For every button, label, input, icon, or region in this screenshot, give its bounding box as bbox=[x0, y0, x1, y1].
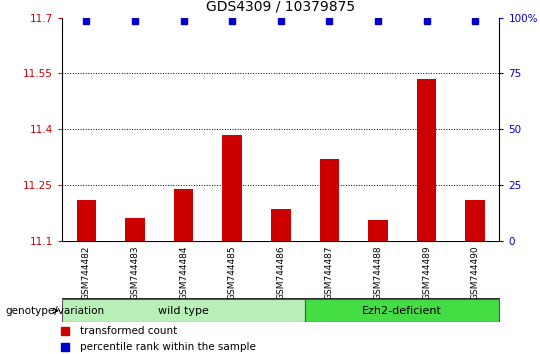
Text: GSM744487: GSM744487 bbox=[325, 245, 334, 300]
Text: GSM744483: GSM744483 bbox=[131, 245, 139, 300]
Text: GSM744488: GSM744488 bbox=[374, 245, 382, 300]
Bar bbox=[77, 200, 96, 241]
Text: GSM744486: GSM744486 bbox=[276, 245, 285, 300]
Bar bbox=[368, 220, 388, 241]
Bar bbox=[465, 200, 485, 241]
Text: GSM744482: GSM744482 bbox=[82, 245, 91, 300]
Text: transformed count: transformed count bbox=[80, 326, 178, 336]
Text: percentile rank within the sample: percentile rank within the sample bbox=[80, 342, 256, 352]
Bar bbox=[62, 299, 305, 322]
Bar bbox=[417, 79, 436, 241]
Bar bbox=[305, 299, 500, 322]
Text: Ezh2-deficient: Ezh2-deficient bbox=[362, 306, 442, 316]
Text: genotype/variation: genotype/variation bbox=[5, 306, 105, 316]
Text: GSM744484: GSM744484 bbox=[179, 245, 188, 300]
Bar bbox=[320, 159, 339, 241]
Text: wild type: wild type bbox=[158, 306, 209, 316]
Title: GDS4309 / 10379875: GDS4309 / 10379875 bbox=[206, 0, 355, 14]
Bar bbox=[174, 189, 193, 241]
Text: GSM744489: GSM744489 bbox=[422, 245, 431, 300]
Text: GSM744490: GSM744490 bbox=[471, 245, 480, 300]
Bar bbox=[271, 209, 291, 241]
Bar bbox=[125, 218, 145, 241]
Bar bbox=[222, 135, 242, 241]
Text: GSM744485: GSM744485 bbox=[228, 245, 237, 300]
